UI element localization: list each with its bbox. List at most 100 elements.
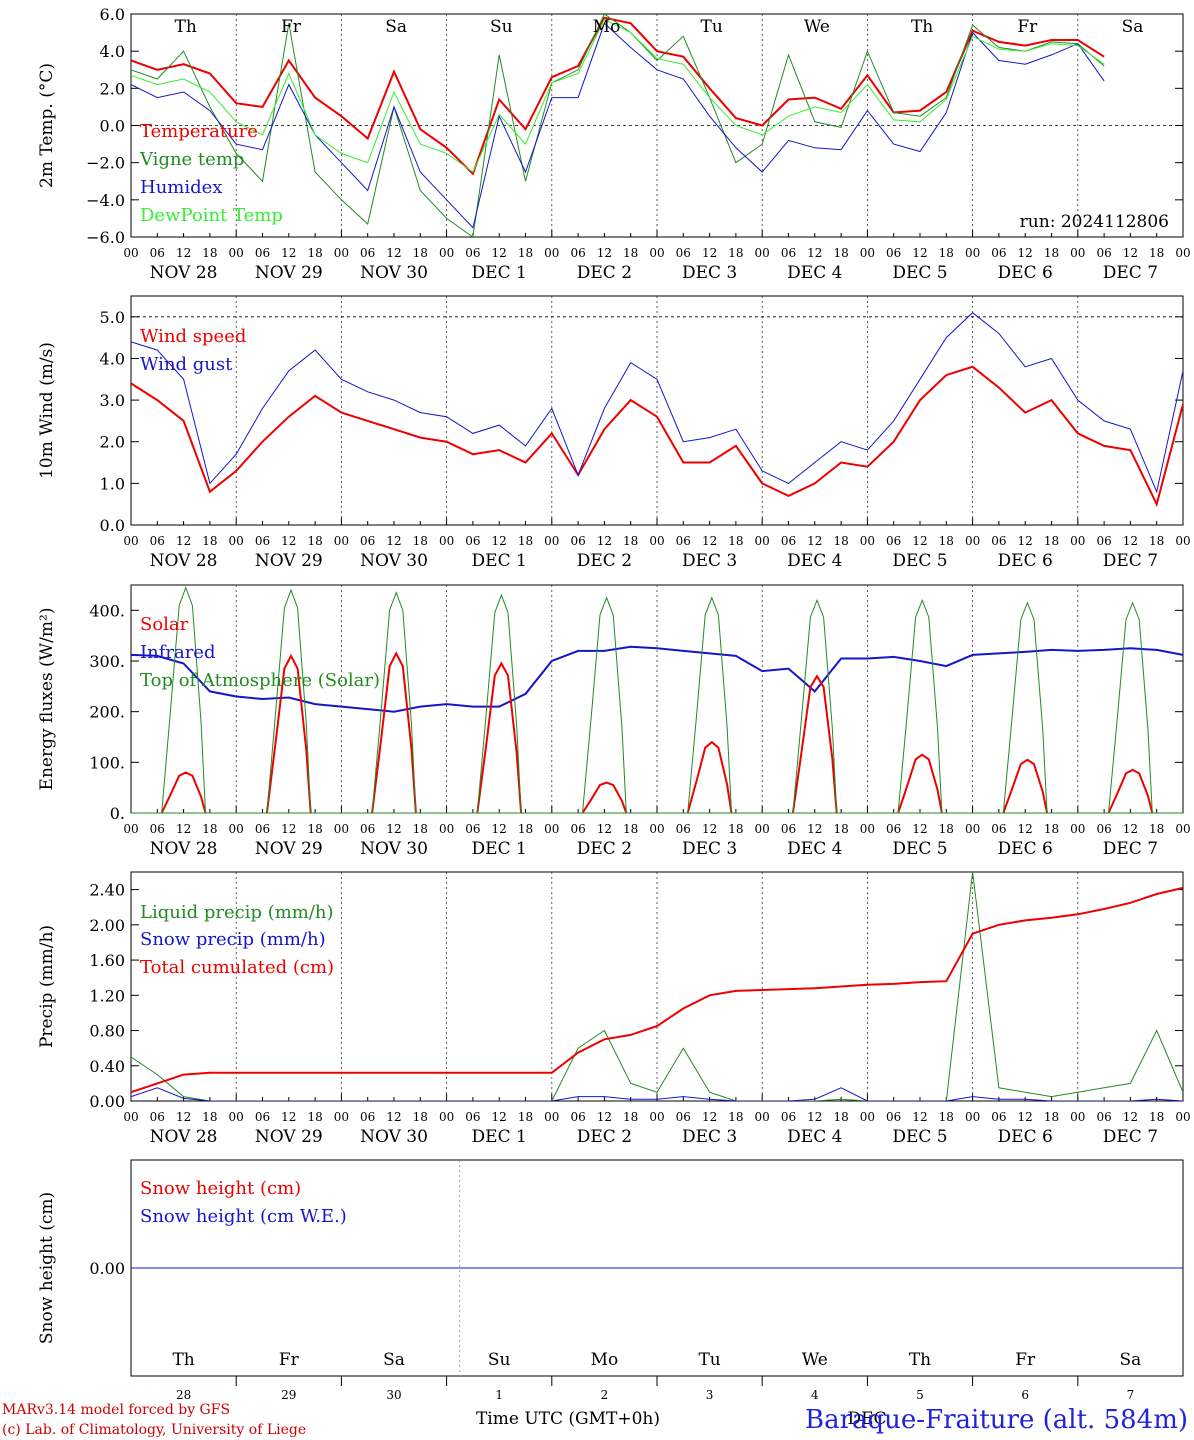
date-label: NOV 29 xyxy=(255,1127,323,1147)
x-tick-label: 00 xyxy=(1070,534,1085,548)
x-tick-label: 00 xyxy=(755,534,770,548)
legend-entry: Liquid precip (mm/h) xyxy=(140,902,334,923)
y-tick-label: 6.0 xyxy=(100,5,125,24)
date-label: NOV 28 xyxy=(150,551,218,571)
x-tick-label: 18 xyxy=(202,822,217,836)
x-tick-label: 12 xyxy=(492,1110,507,1124)
y-tick-label: 3.0 xyxy=(100,391,125,410)
x-tick-label: 06 xyxy=(465,1110,480,1124)
x-tick-label: 06 xyxy=(570,246,585,260)
y-tick-label: −4.0 xyxy=(86,191,125,210)
weekday-label: Su xyxy=(488,1350,511,1370)
x-tick-label: 06 xyxy=(465,246,480,260)
x-tick-label: 12 xyxy=(702,1110,717,1124)
y-tick-label: 0.0 xyxy=(100,117,125,136)
legend-entry: DewPoint Temp xyxy=(140,205,283,226)
x-tick-label: 12 xyxy=(386,1110,401,1124)
panel-4: 0.00 0.40 0.80 1.20 1.60 2.00 2.40 Precip (mm/h… xyxy=(37,871,1191,1147)
x-tick-label: 06 xyxy=(991,534,1006,548)
y-tick-label: 5.0 xyxy=(100,308,125,327)
date-label: DEC 6 xyxy=(998,839,1053,859)
x-tick-label: 00 xyxy=(649,1110,664,1124)
x-tick-label: 06 xyxy=(1096,822,1111,836)
x-tick-label: 18 xyxy=(307,822,322,836)
x-tick-label: 06 xyxy=(781,246,796,260)
x-tick-label: 18 xyxy=(413,534,428,548)
date-label: DEC 3 xyxy=(682,263,737,283)
legend-entry: Infrared xyxy=(140,642,215,663)
y-tick-label: 2.0 xyxy=(100,79,125,98)
date-label: DEC 3 xyxy=(682,1127,737,1147)
weekday-label: Fr xyxy=(279,1350,300,1370)
x-tick-label: 06 xyxy=(886,1110,901,1124)
x-tick-label: 18 xyxy=(518,534,533,548)
legend-entry: Top of Atmosphere (Solar) xyxy=(140,670,380,691)
x-tick-label: 18 xyxy=(833,246,848,260)
x-tick-label: 12 xyxy=(1018,1110,1033,1124)
weekday-label: Mo xyxy=(591,1350,619,1370)
x-tick-label: 00 xyxy=(334,1110,349,1124)
date-label: DEC 3 xyxy=(682,839,737,859)
series-line xyxy=(131,22,1105,229)
y-tick-label: 100. xyxy=(89,753,125,772)
weekday-label: Sa xyxy=(385,17,407,37)
x-tick-label: 00 xyxy=(1070,822,1085,836)
x-tick-label: 18 xyxy=(728,246,743,260)
x-tick-label: 06 xyxy=(781,1110,796,1124)
x-tick-label: 18 xyxy=(202,534,217,548)
x-tick-label: 06 xyxy=(150,246,165,260)
x-tick-label: 00 xyxy=(439,246,454,260)
series-line xyxy=(131,18,1105,173)
weekday-label: Fr xyxy=(1017,17,1038,37)
x-tick-label: 00 xyxy=(649,246,664,260)
date-label: DEC 6 xyxy=(998,1127,1053,1147)
panel-frame xyxy=(130,295,1184,526)
series-line xyxy=(131,14,1105,237)
x-tick-label: 06 xyxy=(991,822,1006,836)
x-tick-label: 00 xyxy=(860,1110,875,1124)
date-label: NOV 28 xyxy=(150,263,218,283)
x-tick-label: 00 xyxy=(229,246,244,260)
weekday-label: Th xyxy=(175,17,197,37)
y-axis-label: Snow height (cm) xyxy=(37,1192,57,1344)
date-label: DEC 5 xyxy=(892,551,947,571)
x-tick-label: 00 xyxy=(1175,1110,1190,1124)
day-number: 28 xyxy=(176,1388,191,1402)
x-tick-label: 18 xyxy=(623,534,638,548)
legend-entry: Solar xyxy=(140,614,189,635)
weekday-label: Sa xyxy=(1120,1350,1142,1370)
day-number: 2 xyxy=(601,1388,609,1402)
date-label: DEC 6 xyxy=(998,551,1053,571)
x-tick-label: 00 xyxy=(755,1110,770,1124)
series-line xyxy=(131,365,1183,508)
x-tick-label: 06 xyxy=(570,534,585,548)
legend-entry: Snow precip (mm/h) xyxy=(140,929,326,950)
x-tick-label: 06 xyxy=(886,534,901,548)
x-tick-label: 12 xyxy=(176,822,191,836)
y-axis-label: Precip (mm/h) xyxy=(37,925,57,1048)
x-tick-label: 12 xyxy=(807,1110,822,1124)
y-tick-label: 200. xyxy=(89,703,125,722)
x-tick-label: 18 xyxy=(623,1110,638,1124)
x-tick-label: 00 xyxy=(1175,534,1190,548)
day-number: 7 xyxy=(1127,1388,1135,1402)
x-tick-label: 00 xyxy=(123,1110,138,1124)
x-tick-label: 00 xyxy=(229,1110,244,1124)
x-tick-label: 12 xyxy=(912,534,927,548)
x-tick-label: 12 xyxy=(492,822,507,836)
x-tick-label: 12 xyxy=(281,822,296,836)
date-label: DEC 3 xyxy=(682,551,737,571)
x-tick-label: 00 xyxy=(229,822,244,836)
x-tick-label: 06 xyxy=(150,822,165,836)
x-tick-label: 18 xyxy=(413,1110,428,1124)
legend-entry: Wind gust xyxy=(140,354,233,375)
site-title: Baraque-Fraiture (alt. 584m) xyxy=(805,1405,1188,1435)
y-axis-label: 2m Temp. (°C) xyxy=(37,63,57,188)
x-tick-label: 18 xyxy=(413,822,428,836)
day-number: 4 xyxy=(811,1388,819,1402)
x-tick-label: 00 xyxy=(439,1110,454,1124)
date-label: DEC 2 xyxy=(577,1127,632,1147)
date-label: DEC 4 xyxy=(787,263,842,283)
x-tick-label: 00 xyxy=(439,534,454,548)
x-tick-label: 12 xyxy=(597,1110,612,1124)
